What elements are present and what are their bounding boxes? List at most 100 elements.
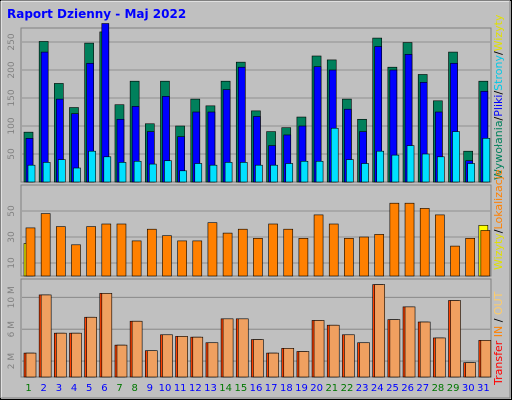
y-tick-middle: 50 xyxy=(7,205,17,217)
bar-transfer-in xyxy=(359,342,370,378)
bar-pages xyxy=(103,156,112,183)
bar-transfer-in xyxy=(207,342,219,378)
day-label: 17 xyxy=(265,383,278,394)
bar-sites xyxy=(25,227,36,277)
legend-bottom: Transfer IN / OUT xyxy=(492,291,505,386)
bar-pages xyxy=(224,162,233,183)
bar-pages xyxy=(73,167,81,183)
bar-pages xyxy=(118,162,127,183)
bar-sites xyxy=(237,228,248,277)
bar-sites xyxy=(177,240,187,277)
day-label: 24 xyxy=(371,383,384,394)
bar-sites xyxy=(131,240,142,277)
bar-sites xyxy=(101,223,112,277)
day-label: 22 xyxy=(341,383,354,394)
bar-pages xyxy=(300,160,309,183)
bar-transfer-in xyxy=(192,336,204,378)
day-label: 26 xyxy=(401,383,414,394)
bar-sites xyxy=(71,244,81,277)
bar-pages xyxy=(239,162,248,183)
day-label: 18 xyxy=(280,383,293,394)
bar-sites xyxy=(298,238,309,277)
legend-out: OUT xyxy=(492,291,505,315)
day-label: 19 xyxy=(295,383,308,394)
day-label: 23 xyxy=(356,383,369,394)
bar-transfer-in xyxy=(116,344,128,378)
bar-pages xyxy=(27,164,36,183)
bar-transfer-in xyxy=(71,332,82,378)
bar-sites xyxy=(146,228,157,277)
bar-pages xyxy=(437,156,445,183)
bar-sites xyxy=(192,240,203,277)
legend-sep-1: / xyxy=(492,116,505,120)
bar-transfer-in xyxy=(25,352,37,378)
legend-middle-visits: Wizyty xyxy=(492,233,505,270)
bar-transfer-in xyxy=(419,321,431,378)
bar-transfer-in xyxy=(177,336,188,378)
bar-transfer-in xyxy=(298,351,310,378)
bar-transfer-in xyxy=(465,362,476,378)
chart-title: Raport Dzienny - Maj 2022 xyxy=(7,7,186,21)
bar-sites xyxy=(162,235,172,277)
day-label: 30 xyxy=(462,383,475,394)
bar-transfer-in xyxy=(162,334,173,378)
bar-transfer-in xyxy=(389,319,401,378)
legend-files: Pliki xyxy=(492,95,505,117)
day-label: 27 xyxy=(416,383,429,394)
bar-sites xyxy=(435,214,445,277)
day-label: 25 xyxy=(386,383,399,394)
day-label: 16 xyxy=(250,383,263,394)
bar-pages xyxy=(346,159,354,183)
bar-pages xyxy=(361,163,369,183)
bar-pages xyxy=(88,150,96,183)
bar-pages xyxy=(194,163,203,183)
bar-sites xyxy=(465,238,475,277)
bar-sites xyxy=(207,222,218,277)
day-label: 20 xyxy=(310,383,323,394)
x-day-labels: 1 2 3 4 5 6 7 8 9 10 11 12 13 14 15 16 17 18 19 20 21 22 23 24 2… xyxy=(25,383,489,394)
day-label: 11 xyxy=(174,383,187,394)
legend-in: IN xyxy=(492,326,505,337)
legend-top: Wywołania/Pliki/Strony/Wizyty xyxy=(492,14,505,180)
day-label: 29 xyxy=(447,383,460,394)
bar-sites xyxy=(253,238,263,277)
bar-transfer-in xyxy=(268,352,279,378)
bar-pages xyxy=(330,127,339,183)
bar-pages xyxy=(406,145,415,183)
legend-sep-4: / xyxy=(492,229,505,233)
bar-pages xyxy=(315,160,324,183)
bar-sites xyxy=(344,238,354,277)
bar-sites xyxy=(283,228,294,277)
bar-pages xyxy=(255,164,263,183)
bar-pages xyxy=(179,170,187,183)
bar-transfer-in xyxy=(435,337,446,378)
legend-middle: Wizyty/Lokalizacje xyxy=(492,169,505,270)
y-tick-middle: 30 xyxy=(7,231,17,243)
day-label: 7 xyxy=(116,383,122,394)
bar-sites xyxy=(450,245,460,277)
day-label: 12 xyxy=(189,383,202,394)
bar-transfer-in xyxy=(404,306,416,378)
bar-pages xyxy=(421,153,430,183)
y-tick-top: 50 xyxy=(7,148,17,160)
legend-sep-2: / xyxy=(492,91,505,95)
day-label: 10 xyxy=(159,383,172,394)
legend-sep-3: / xyxy=(492,51,505,55)
bar-transfer-in xyxy=(450,300,461,378)
day-label: 3 xyxy=(56,383,62,394)
legend-transfer: Transfer xyxy=(492,340,505,386)
day-label: 4 xyxy=(71,383,77,394)
bar-sites xyxy=(404,202,415,277)
bar-sites xyxy=(86,226,96,277)
bar-sites xyxy=(480,230,491,277)
bar-sites xyxy=(359,236,369,277)
bar-transfer-in xyxy=(131,320,143,378)
bar-pages xyxy=(209,164,218,183)
y-tick-top: 200 xyxy=(7,61,17,78)
legend-pages: Strony xyxy=(492,55,505,91)
y-tick-top: 250 xyxy=(7,33,17,50)
day-label: 6 xyxy=(101,383,107,394)
day-label: 15 xyxy=(234,383,247,394)
day-label: 5 xyxy=(86,383,92,394)
y-tick-top: 100 xyxy=(7,117,17,134)
